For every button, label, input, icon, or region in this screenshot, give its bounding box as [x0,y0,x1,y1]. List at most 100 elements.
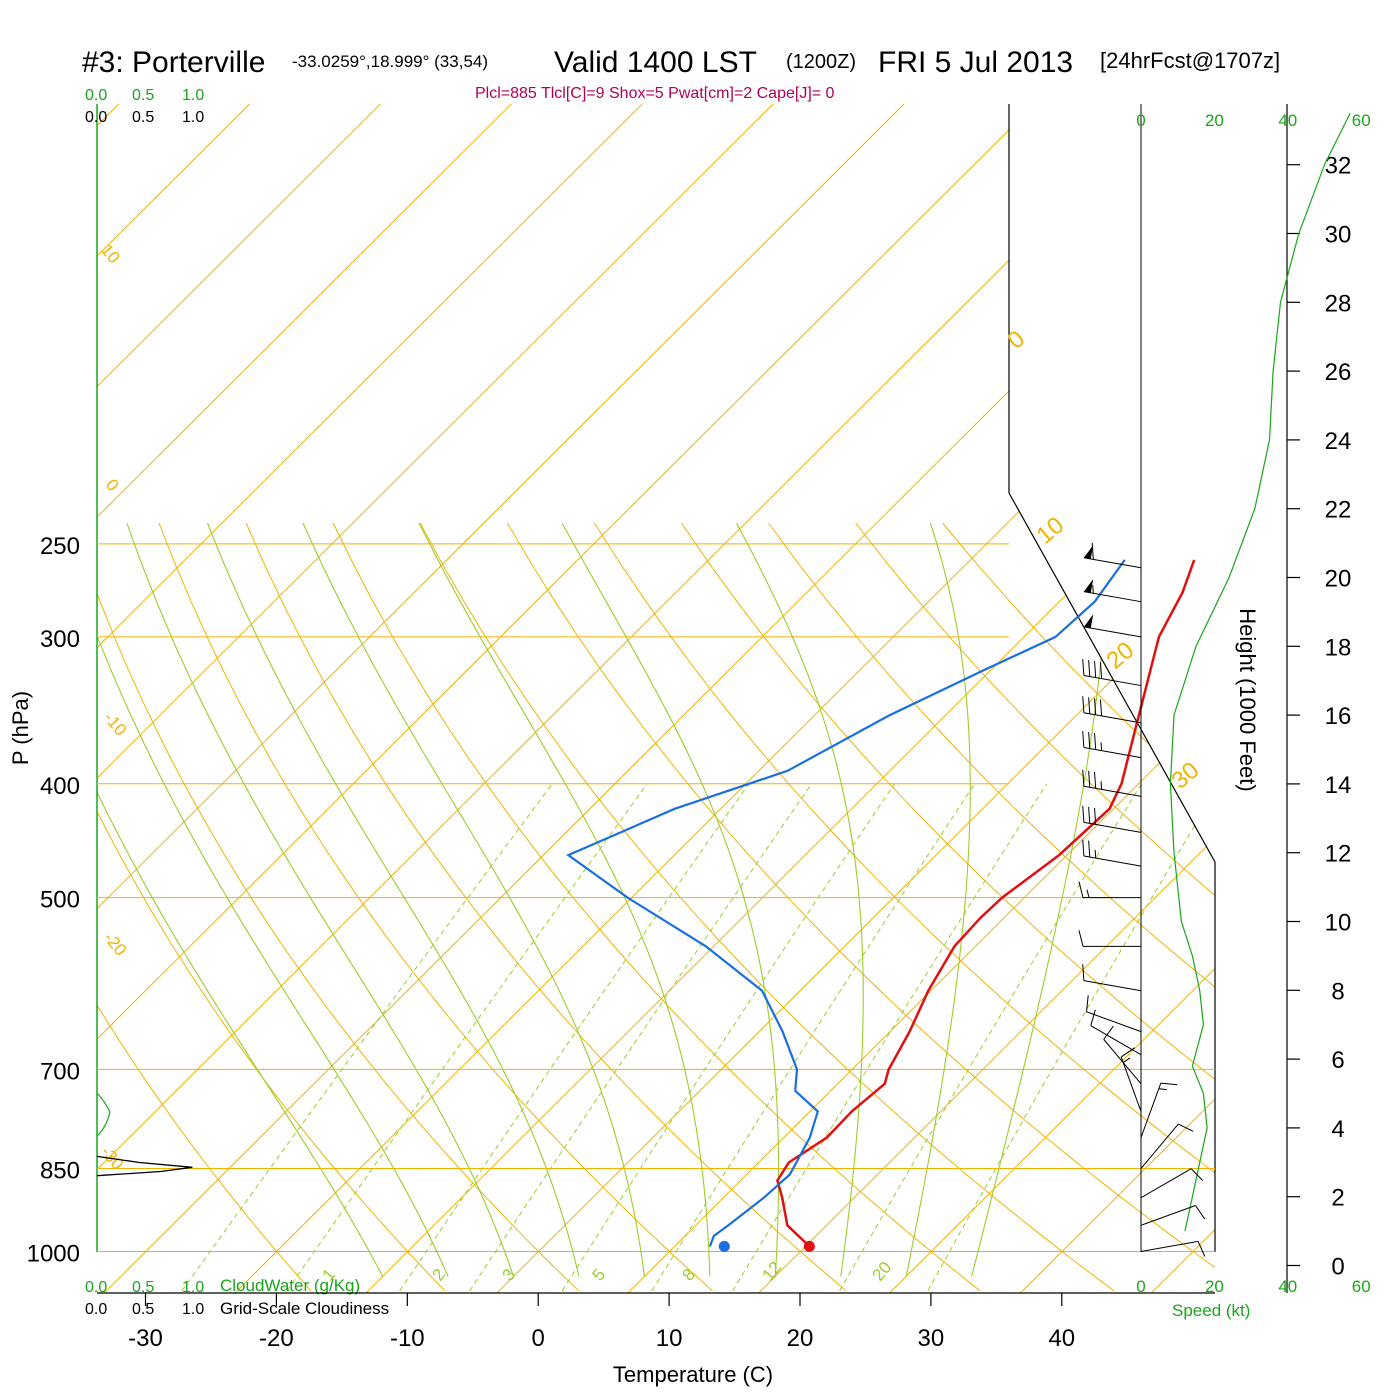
wind-barb-staff [1083,626,1142,638]
forecast-date: FRI 5 Jul 2013 [878,46,1073,79]
height-tick-label-12: 12 [1325,841,1352,868]
wind-barb-flag [1094,807,1097,825]
cloudwater-tick-bottom-0: 0.0 [85,1279,107,1296]
height-tick-label-2: 2 [1331,1185,1344,1212]
wind-barb-330 [1082,659,1142,687]
wind-barb-flag [1099,662,1103,679]
cloudiness-tick-bottom-2: 1.0 [182,1301,204,1318]
wind-barb-950 [1140,1205,1206,1226]
moist-adiabat-35 [971,522,1109,1277]
pressure-tick-label-500: 500 [40,887,80,914]
wind-barb-flag [1094,771,1097,789]
height-tick-label-20: 20 [1325,566,1352,593]
wind-barb-pennant [1083,614,1094,629]
wind-barb-440 [1082,805,1142,833]
mixing-ratio-label-8: 8 [679,1265,700,1284]
cloudiness-tick-bottom-0: 0.0 [85,1301,107,1318]
station-coords: -33.0259°,18.999° (33,54) [292,52,488,71]
sounding-profiles [96,559,1196,1252]
height-tick-label-16: 16 [1325,703,1352,730]
dry-adiabat-label-0: 0 [102,475,123,494]
dry-adiabat-90 [855,522,1215,1292]
isotherm--30 [103,104,1215,1293]
wind-barb-staff [1140,1082,1162,1138]
wind-barb-staff [1103,1039,1142,1085]
isotherm--70 [97,104,774,1293]
speed-tick-bottom-20: 20 [1205,1277,1224,1296]
moist-adiabat-5 [206,522,580,1277]
mixing-ratio-20 [839,783,1142,1292]
cloudiness-label: Grid-Scale Cloudiness [220,1299,389,1318]
wind-barb-650 [1086,995,1142,1033]
isotherm--40 [97,104,1167,1293]
moist-adiabat-10 [302,522,645,1277]
pressure-tick-label-400: 400 [40,773,80,800]
dry-adiabat-10 [158,522,713,1292]
height-tick-label-18: 18 [1325,634,1352,661]
height-tick-label-26: 26 [1325,359,1352,386]
wind-barb-staff [1083,674,1142,687]
speed-tick-top-40: 40 [1278,111,1297,130]
wind-barb-staff [1090,1025,1142,1056]
wind-barb-staff [1140,1123,1179,1169]
moist-adiabat--10 [97,522,384,1277]
wind-barb-flag [1086,995,1089,1012]
wind-barb-half-flag [1100,781,1103,790]
wind-barb-flag [1094,661,1097,678]
mixing-ratio-5 [561,783,895,1292]
mixing-ratio-3 [469,783,813,1292]
wind-barb-470 [1082,839,1142,867]
wind-barb-850 [1140,1123,1194,1169]
wind-barb-280 [1083,579,1142,603]
isotherm-label-30: 30 [1167,757,1205,795]
dry-adiabat-0 [97,522,579,1292]
cloudwater-tick-top-2: 1.0 [182,87,204,104]
isotherm--60 [97,104,905,1293]
wind-barb-flag [1090,1009,1096,1026]
chart-text: #3: Porterville -33.0259°,18.999° (33,54… [8,46,1280,1387]
x-axis-label: Temperature (C) [613,1362,773,1387]
forecast-run: [24hrFcst@1707z] [1100,48,1280,73]
height-tick-label-24: 24 [1325,428,1352,455]
height-tick-label-14: 14 [1325,772,1352,799]
speed-tick-bottom-0: 0 [1136,1277,1145,1296]
temperature-line [776,559,1196,1248]
wind-barb-staff [1086,1011,1142,1033]
wind-barb-262 [1083,542,1142,569]
wind-barb-800 [1140,1082,1178,1138]
cloudwater-profile [96,1092,111,1137]
isotherm-30 [889,104,1215,1293]
pressure-tick-label-1000: 1000 [27,1241,80,1268]
pressure-tick-label-300: 300 [40,626,80,653]
y-axis-label: P (hPa) [8,691,33,765]
wind-barb-680 [1090,1009,1142,1056]
isotherm--100 [97,104,381,1293]
wind-barb-900 [1140,1168,1204,1199]
speed-tick-top-20: 20 [1205,111,1224,130]
wind-barb-355 [1082,696,1142,724]
cloudiness-tick-bottom-1: 0.5 [132,1301,154,1318]
isotherm-0 [496,104,1215,1293]
temp-tick-label-10: 10 [656,1325,683,1352]
station-title: #3: Porterville [82,46,265,79]
wind-barb-staff [1083,747,1142,759]
dry-adiabat-30 [332,522,981,1292]
wind-barb-staff [1083,821,1142,833]
wind-barb-720 [1103,1025,1142,1085]
wind-barb-flag [1088,697,1091,714]
mixing-ratio-12 [732,783,1048,1292]
wind-barb-flag [1082,696,1085,713]
wind-barb-flag [1088,660,1091,677]
wind-barb-flag [1082,805,1085,823]
temp-tick-label--10: -10 [390,1325,425,1352]
moist-adiabat-15 [418,522,711,1277]
wind-barb-flag [1103,1025,1114,1040]
wind-barb-flag [1082,731,1085,748]
dry-adiabat-40 [419,522,1115,1292]
isotherm--50 [97,104,1036,1293]
wind-barb-500 [1078,881,1141,899]
wind-speed-profile [1169,112,1351,1232]
wind-barb-550 [1078,930,1141,947]
